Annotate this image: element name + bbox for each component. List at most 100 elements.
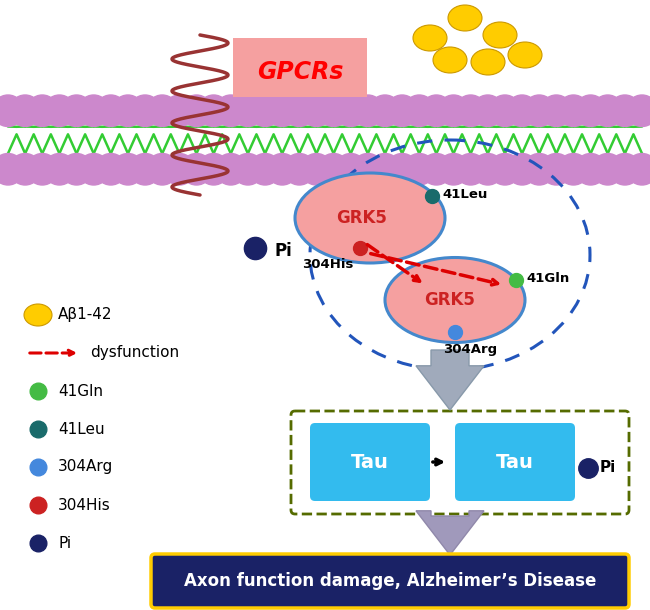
Circle shape — [489, 95, 521, 126]
Circle shape — [541, 95, 572, 126]
Circle shape — [437, 95, 469, 126]
Circle shape — [541, 154, 572, 185]
Circle shape — [129, 154, 161, 185]
FancyBboxPatch shape — [151, 554, 629, 608]
Circle shape — [250, 95, 281, 126]
Circle shape — [472, 154, 504, 185]
Circle shape — [283, 154, 315, 185]
Text: GPCRs: GPCRs — [257, 60, 343, 84]
Text: Pi: Pi — [600, 461, 616, 476]
Circle shape — [558, 154, 589, 185]
Circle shape — [609, 95, 641, 126]
Circle shape — [301, 154, 332, 185]
Text: Tau: Tau — [351, 453, 389, 472]
Circle shape — [523, 154, 555, 185]
Circle shape — [95, 95, 127, 126]
Circle shape — [301, 95, 332, 126]
Circle shape — [455, 154, 486, 185]
Circle shape — [181, 154, 213, 185]
Circle shape — [164, 154, 195, 185]
Circle shape — [78, 95, 109, 126]
Text: 41Gln: 41Gln — [526, 271, 569, 284]
Circle shape — [369, 95, 400, 126]
Text: 41Leu: 41Leu — [58, 422, 105, 437]
Ellipse shape — [385, 257, 525, 342]
Circle shape — [164, 95, 195, 126]
Circle shape — [404, 154, 435, 185]
Circle shape — [626, 154, 650, 185]
Text: Aβ1-42: Aβ1-42 — [58, 307, 112, 323]
Circle shape — [592, 95, 623, 126]
Circle shape — [129, 95, 161, 126]
Circle shape — [352, 154, 383, 185]
Circle shape — [506, 154, 538, 185]
Circle shape — [575, 154, 606, 185]
Circle shape — [609, 154, 641, 185]
Circle shape — [61, 95, 92, 126]
FancyArrow shape — [416, 350, 484, 410]
Text: GRK5: GRK5 — [424, 291, 475, 309]
Circle shape — [0, 154, 24, 185]
FancyBboxPatch shape — [291, 411, 629, 514]
Circle shape — [489, 154, 521, 185]
FancyBboxPatch shape — [455, 423, 575, 501]
Ellipse shape — [295, 173, 445, 263]
Text: 304His: 304His — [302, 257, 354, 270]
Circle shape — [181, 95, 213, 126]
Circle shape — [386, 95, 418, 126]
Text: Pi: Pi — [58, 536, 71, 550]
Text: dysfunction: dysfunction — [90, 345, 179, 361]
Circle shape — [61, 154, 92, 185]
Text: GRK5: GRK5 — [337, 209, 387, 227]
Ellipse shape — [24, 304, 52, 326]
Text: 41Leu: 41Leu — [442, 187, 488, 201]
Ellipse shape — [413, 25, 447, 51]
Circle shape — [44, 95, 75, 126]
Circle shape — [78, 154, 109, 185]
Circle shape — [9, 154, 41, 185]
Circle shape — [250, 154, 281, 185]
Circle shape — [335, 154, 367, 185]
Circle shape — [472, 95, 504, 126]
Circle shape — [232, 154, 264, 185]
Circle shape — [232, 95, 264, 126]
Circle shape — [198, 95, 229, 126]
Circle shape — [437, 154, 469, 185]
Text: Axon function damage, Alzheimer’s Disease: Axon function damage, Alzheimer’s Diseas… — [184, 572, 596, 590]
Text: 304Arg: 304Arg — [58, 459, 113, 475]
Circle shape — [266, 154, 298, 185]
Circle shape — [421, 154, 452, 185]
Circle shape — [215, 154, 246, 185]
Circle shape — [318, 95, 349, 126]
Circle shape — [27, 154, 58, 185]
Ellipse shape — [483, 22, 517, 48]
Text: Tau: Tau — [496, 453, 534, 472]
Circle shape — [352, 95, 383, 126]
FancyArrow shape — [416, 511, 484, 555]
Circle shape — [146, 154, 178, 185]
Circle shape — [198, 154, 229, 185]
Ellipse shape — [471, 49, 505, 75]
Circle shape — [9, 95, 41, 126]
Circle shape — [369, 154, 400, 185]
Circle shape — [592, 154, 623, 185]
Circle shape — [215, 95, 246, 126]
Text: 304His: 304His — [58, 498, 110, 512]
Text: 304Arg: 304Arg — [443, 343, 497, 356]
Ellipse shape — [508, 42, 542, 68]
Circle shape — [27, 95, 58, 126]
Circle shape — [558, 95, 589, 126]
Circle shape — [506, 95, 538, 126]
Ellipse shape — [448, 5, 482, 31]
Circle shape — [318, 154, 349, 185]
Circle shape — [523, 95, 555, 126]
Ellipse shape — [433, 47, 467, 73]
Circle shape — [0, 95, 24, 126]
Text: 41Gln: 41Gln — [58, 384, 103, 398]
FancyBboxPatch shape — [233, 38, 367, 97]
Circle shape — [575, 95, 606, 126]
FancyBboxPatch shape — [310, 423, 430, 501]
Text: Pi: Pi — [275, 242, 292, 260]
Circle shape — [95, 154, 127, 185]
Circle shape — [266, 95, 298, 126]
